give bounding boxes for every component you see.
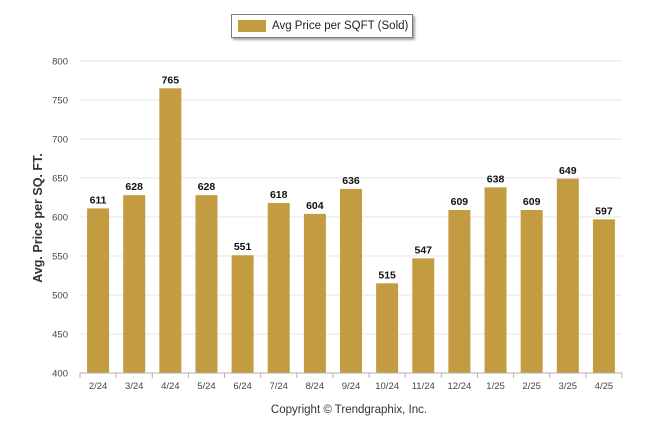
bar: [376, 283, 399, 373]
data-label: 547: [415, 244, 433, 256]
data-label: 609: [451, 196, 469, 208]
y-tick-label: 650: [52, 174, 68, 185]
bar: [556, 178, 579, 373]
y-tick-label: 600: [52, 213, 68, 224]
x-tick-label: 1/25: [486, 381, 505, 392]
data-label: 611: [90, 194, 107, 206]
bar: [592, 219, 615, 373]
x-tick-label: 9/24: [342, 381, 361, 392]
y-tick-label: 500: [52, 291, 68, 302]
data-label: 628: [198, 181, 216, 193]
bar: [340, 188, 362, 373]
data-label: 551: [234, 241, 252, 253]
x-tick-label: 6/24: [233, 381, 252, 392]
copyright-footer: Copyright © Trendgraphix, Inc.: [271, 404, 427, 416]
y-tick-label: 800: [52, 57, 68, 68]
data-label: 597: [595, 205, 613, 217]
x-tick-label: 2/24: [89, 381, 108, 392]
y-tick-label: 400: [52, 369, 68, 380]
bar: [484, 187, 507, 373]
bar: [412, 258, 435, 373]
bar: [123, 195, 146, 373]
data-label: 628: [125, 181, 143, 193]
legend-label: Avg Price per SQFT (Sold): [272, 20, 409, 32]
data-labels: 611 628 765 628 551 618 604 636 515 547 609 638 609 6…: [90, 74, 613, 281]
x-tick-label: 8/24: [306, 381, 325, 392]
data-label: 636: [342, 175, 360, 187]
y-tick-label: 550: [52, 252, 68, 263]
data-label: 638: [487, 173, 505, 185]
x-tick-label: 11/24: [412, 381, 435, 392]
x-tick-label: 2/25: [522, 381, 541, 392]
x-tick-label: 5/24: [197, 381, 216, 392]
legend: Avg Price per SQFT (Sold): [231, 14, 413, 38]
bar: [195, 195, 218, 373]
data-label: 618: [270, 189, 288, 201]
data-label: 649: [559, 165, 577, 177]
y-tick-label: 750: [52, 96, 68, 107]
data-label: 609: [523, 196, 541, 208]
bar: [448, 209, 471, 373]
data-label: 765: [162, 74, 180, 86]
bar: [520, 209, 543, 373]
x-tick-label: 4/25: [595, 381, 614, 392]
bars: [87, 88, 615, 374]
bar: [87, 208, 110, 373]
data-label: 515: [378, 269, 396, 281]
x-axis-ticks: 2/24 3/24 4/24 5/24 6/24 7/24 8/24 9/24 10/24 11/…: [79, 373, 623, 392]
x-tick-label: 7/24: [269, 381, 288, 392]
y-tick-label: 700: [52, 135, 68, 146]
bar: [303, 213, 326, 373]
y-axis-title: Avg. Price per SQ. FT.: [31, 153, 45, 282]
x-tick-label: 10/24: [375, 381, 399, 392]
data-label: 604: [306, 200, 324, 212]
bar: [159, 88, 182, 374]
x-tick-label: 4/24: [161, 381, 180, 392]
y-tick-label: 450: [52, 330, 68, 341]
legend-swatch: [238, 20, 266, 32]
x-tick-label: 3/25: [559, 381, 578, 392]
y-axis-ticks: 400 450 500 550 600 650 700 750 800: [52, 57, 68, 380]
bar: [231, 255, 254, 373]
bar: [267, 202, 290, 373]
x-tick-label: 12/24: [448, 381, 472, 392]
x-tick-label: 3/24: [125, 381, 144, 392]
